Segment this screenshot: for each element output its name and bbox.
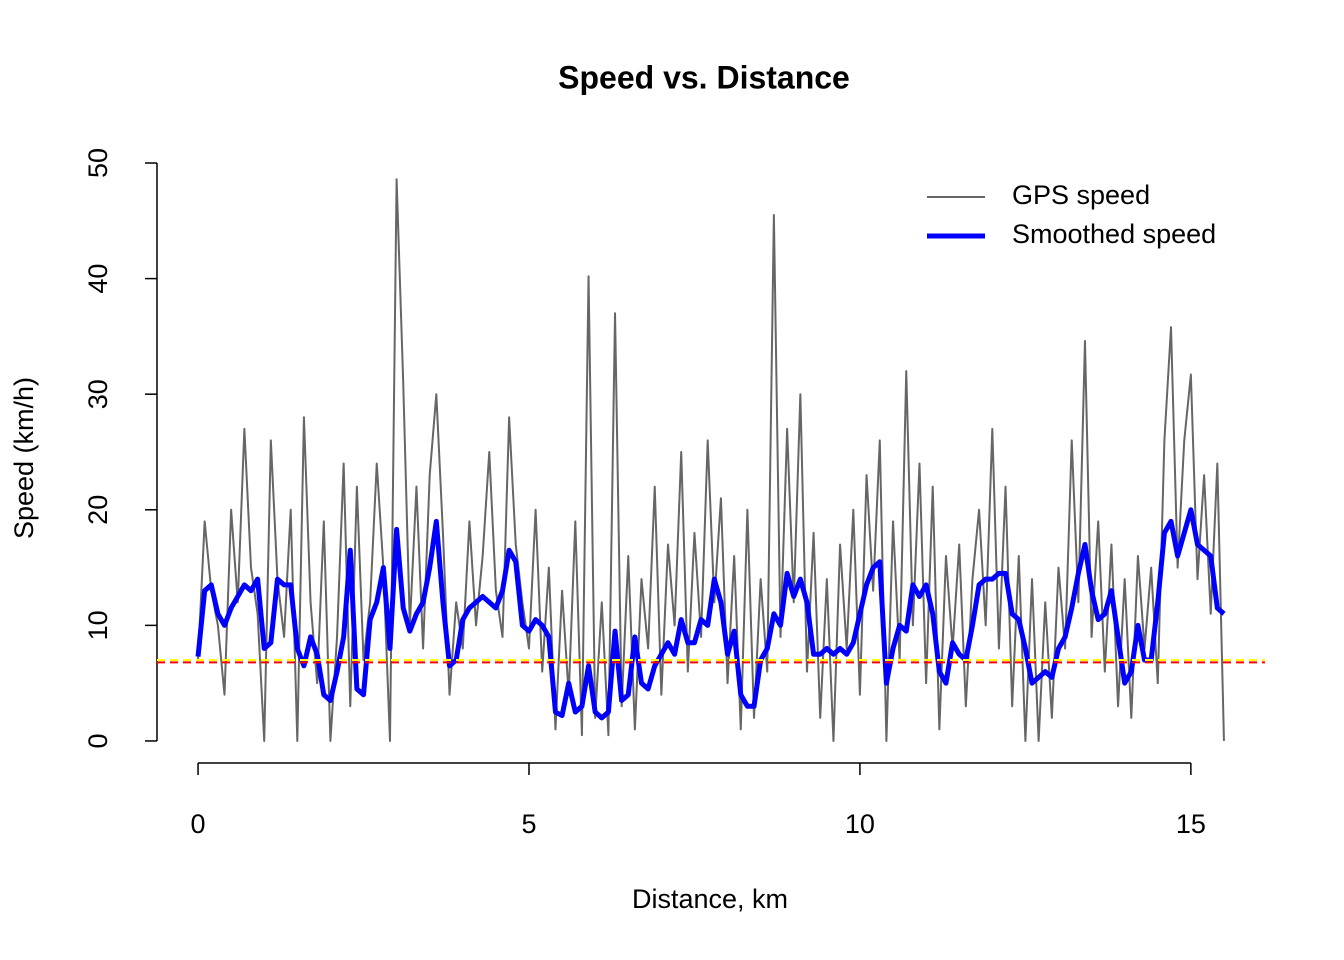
x-axis-label: Distance, km xyxy=(632,884,788,914)
y-tick-label: 30 xyxy=(83,379,113,409)
series-line xyxy=(195,507,1226,721)
y-axis-label: Speed (km/h) xyxy=(9,377,39,539)
legend-label: GPS speed xyxy=(1012,180,1150,210)
y-tick-label: 0 xyxy=(83,733,113,748)
chart-title: Speed vs. Distance xyxy=(558,59,850,95)
series-line xyxy=(197,178,1225,742)
x-tick-label: 5 xyxy=(521,809,536,839)
y-tick-label: 50 xyxy=(83,148,113,178)
y-tick-label: 10 xyxy=(83,610,113,640)
y-tick-label: 40 xyxy=(83,264,113,294)
x-tick-label: 15 xyxy=(1176,809,1206,839)
legend-label: Smoothed speed xyxy=(1012,219,1216,249)
x-tick-label: 10 xyxy=(845,809,875,839)
x-tick-label: 0 xyxy=(191,809,206,839)
y-tick-label: 20 xyxy=(83,495,113,525)
